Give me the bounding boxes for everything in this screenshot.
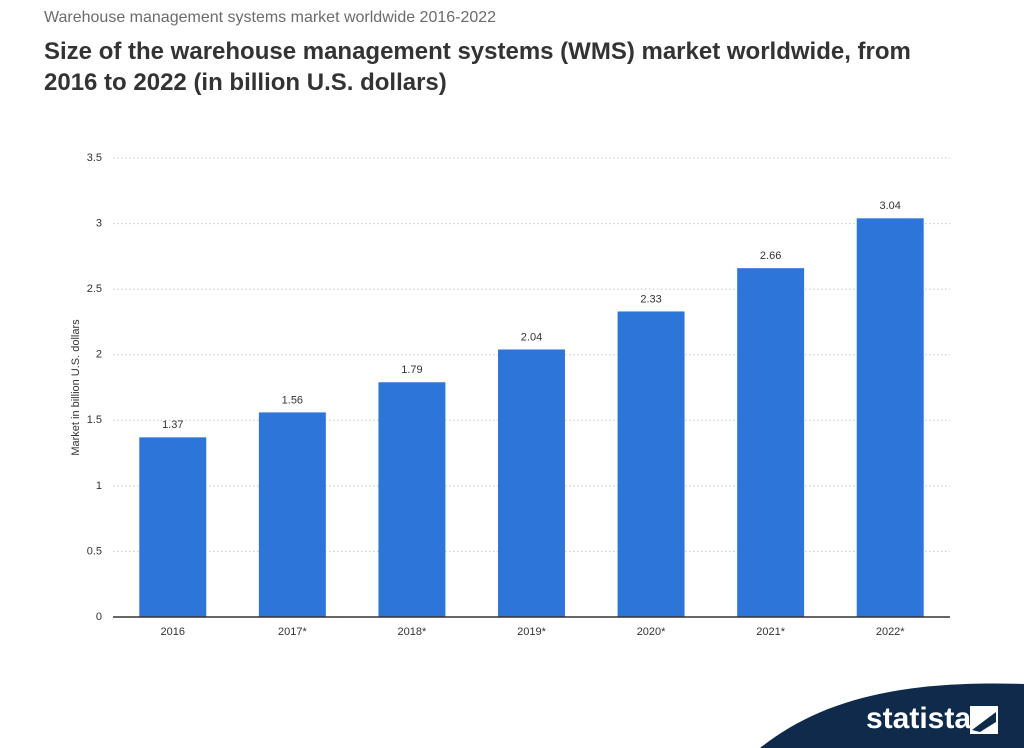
y-axis-label: Market in billion U.S. dollars [70, 319, 82, 456]
x-tick-label: 2020* [637, 626, 666, 638]
logo-text: statista [866, 702, 971, 735]
x-tick-label: 2021* [756, 626, 785, 638]
bar [856, 218, 924, 617]
y-tick-label: 2.5 [87, 283, 102, 295]
value-label: 2.66 [760, 250, 781, 262]
y-tick-label: 3 [96, 217, 102, 229]
x-tick-label: 2017* [278, 626, 307, 638]
value-label: 2.33 [640, 293, 661, 305]
bar [498, 349, 565, 617]
y-tick-label: 0 [96, 611, 102, 623]
logo-swoosh [760, 683, 1024, 748]
value-label: 1.56 [282, 394, 303, 406]
y-tick-label: 0.5 [87, 545, 102, 557]
logo-icon [970, 706, 998, 734]
bar [139, 437, 207, 617]
bar [378, 382, 446, 617]
value-label: 1.37 [162, 419, 183, 431]
y-tick-label: 1.5 [87, 414, 102, 426]
y-tick-label: 2 [96, 349, 102, 361]
value-label: 1.79 [401, 364, 422, 376]
y-tick-label: 1 [96, 480, 102, 492]
x-tick-label: 2022* [876, 626, 905, 638]
value-label: 3.04 [880, 200, 901, 212]
bar [258, 412, 326, 617]
chart-title: Size of the warehouse management systems… [44, 38, 911, 96]
y-tick-label: 3.5 [87, 152, 102, 164]
chart-subtitle: Warehouse management systems market worl… [44, 9, 497, 26]
x-tick-label: 2018* [398, 626, 427, 638]
x-tick-label: 2019* [517, 626, 546, 638]
bar [617, 311, 685, 617]
x-tick-label: 2016 [161, 626, 185, 638]
bar [737, 268, 805, 617]
value-label: 2.04 [521, 331, 542, 343]
